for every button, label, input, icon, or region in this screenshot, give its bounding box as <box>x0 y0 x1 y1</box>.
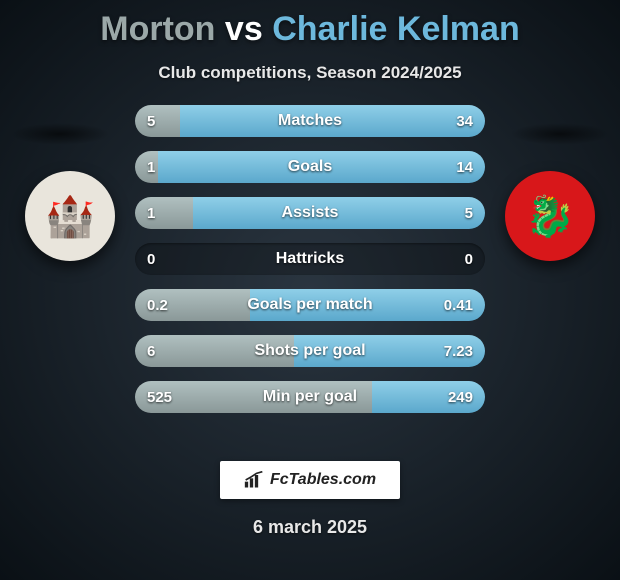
stat-bars-container: 534Matches 114Goals 15Assists 00Hattricks 0.… <box>135 105 485 427</box>
crest-body-left: 🏰 <box>25 171 115 261</box>
subtitle: Club competitions, Season 2024/2025 <box>0 63 620 83</box>
crest-emoji-right: 🐉 <box>525 193 575 240</box>
date-text: 6 march 2025 <box>0 517 620 538</box>
player1-name: Morton <box>100 10 215 48</box>
stat-label: Min per goal <box>135 381 485 413</box>
team-crest-left: 🏰 <box>25 171 115 261</box>
stat-row: 534Matches <box>135 105 485 137</box>
shadow-right <box>510 123 610 145</box>
vs-text: vs <box>225 10 263 48</box>
stat-label: Assists <box>135 197 485 229</box>
crest-emoji-left: 🏰 <box>45 193 95 240</box>
comparison-title: Morton vs Charlie Kelman <box>0 0 620 49</box>
stat-row: 00Hattricks <box>135 243 485 275</box>
crest-body-right: 🐉 <box>505 171 595 261</box>
stat-label: Matches <box>135 105 485 137</box>
brand-chart-icon <box>244 471 264 489</box>
brand-text: FcTables.com <box>270 471 376 489</box>
stats-stage: 🏰 🐉 534Matches 114Goals 15Assists 00Hattric… <box>0 105 620 445</box>
stat-row: 15Assists <box>135 197 485 229</box>
stat-label: Goals <box>135 151 485 183</box>
stat-row: 0.20.41Goals per match <box>135 289 485 321</box>
stat-row: 114Goals <box>135 151 485 183</box>
stat-label: Hattricks <box>135 243 485 275</box>
stat-row: 525249Min per goal <box>135 381 485 413</box>
stat-label: Goals per match <box>135 289 485 321</box>
shadow-left <box>10 123 110 145</box>
team-crest-right: 🐉 <box>505 171 595 261</box>
stat-label: Shots per goal <box>135 335 485 367</box>
brand-badge: FcTables.com <box>220 461 400 499</box>
stat-row: 67.23Shots per goal <box>135 335 485 367</box>
player2-name: Charlie Kelman <box>272 10 520 48</box>
